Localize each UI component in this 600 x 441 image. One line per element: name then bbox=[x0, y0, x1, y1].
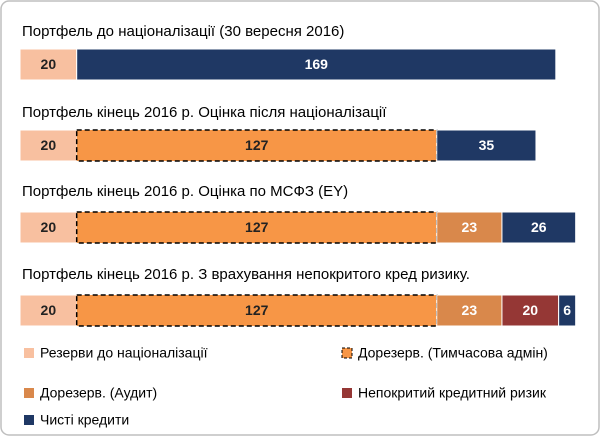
data-label: 20 bbox=[41, 302, 57, 318]
row-title: Портфель кінець 2016 р. Оцінка після нац… bbox=[22, 104, 387, 121]
bar-segment bbox=[76, 48, 557, 81]
data-label: 127 bbox=[245, 219, 269, 235]
row-title: Портфель до націоналізації (30 вересня 2… bbox=[22, 23, 344, 40]
legend-label: Дорезерв. (Тимчасова адмін) bbox=[358, 345, 548, 361]
legend-marker bbox=[24, 415, 34, 425]
data-label: 127 bbox=[245, 302, 269, 318]
data-label: 20 bbox=[41, 56, 57, 72]
bar-segment bbox=[75, 211, 438, 244]
legend-marker bbox=[24, 348, 34, 358]
bar-segment bbox=[75, 129, 438, 162]
data-label: 127 bbox=[245, 137, 269, 153]
row-title: Портфель кінець 2016 р. З врахування неп… bbox=[22, 266, 470, 283]
bar-segment bbox=[501, 294, 560, 327]
bar-segment bbox=[19, 294, 78, 327]
bar-segment bbox=[19, 129, 78, 162]
legend-label: Резерви до націоналізації bbox=[40, 345, 208, 361]
data-label: 20 bbox=[523, 302, 539, 318]
data-label: 6 bbox=[563, 302, 571, 318]
legend-marker bbox=[341, 347, 353, 359]
data-label: 169 bbox=[305, 56, 329, 72]
bar-segment bbox=[501, 211, 577, 244]
bar-segment bbox=[19, 211, 78, 244]
legend-marker bbox=[342, 388, 352, 398]
data-label: 23 bbox=[462, 219, 478, 235]
row-title: Портфель кінець 2016 р. Оцінка по МСФЗ (… bbox=[22, 183, 348, 200]
bar-segment bbox=[75, 294, 438, 327]
data-label: 20 bbox=[41, 219, 57, 235]
data-label: 20 bbox=[41, 137, 57, 153]
bar-segment bbox=[436, 211, 503, 244]
data-label: 26 bbox=[531, 219, 547, 235]
legend-label: Чисті кредити bbox=[40, 412, 129, 428]
legend-marker bbox=[24, 388, 34, 398]
legend-label: Дорезерв. (Аудит) bbox=[40, 385, 157, 401]
legend-label: Непокритий кредитний ризик bbox=[358, 385, 547, 401]
bar-segment bbox=[436, 129, 537, 162]
data-label: 23 bbox=[462, 302, 478, 318]
bar-segment bbox=[558, 294, 577, 327]
bar-segment bbox=[19, 48, 78, 81]
data-label: 35 bbox=[479, 137, 495, 153]
